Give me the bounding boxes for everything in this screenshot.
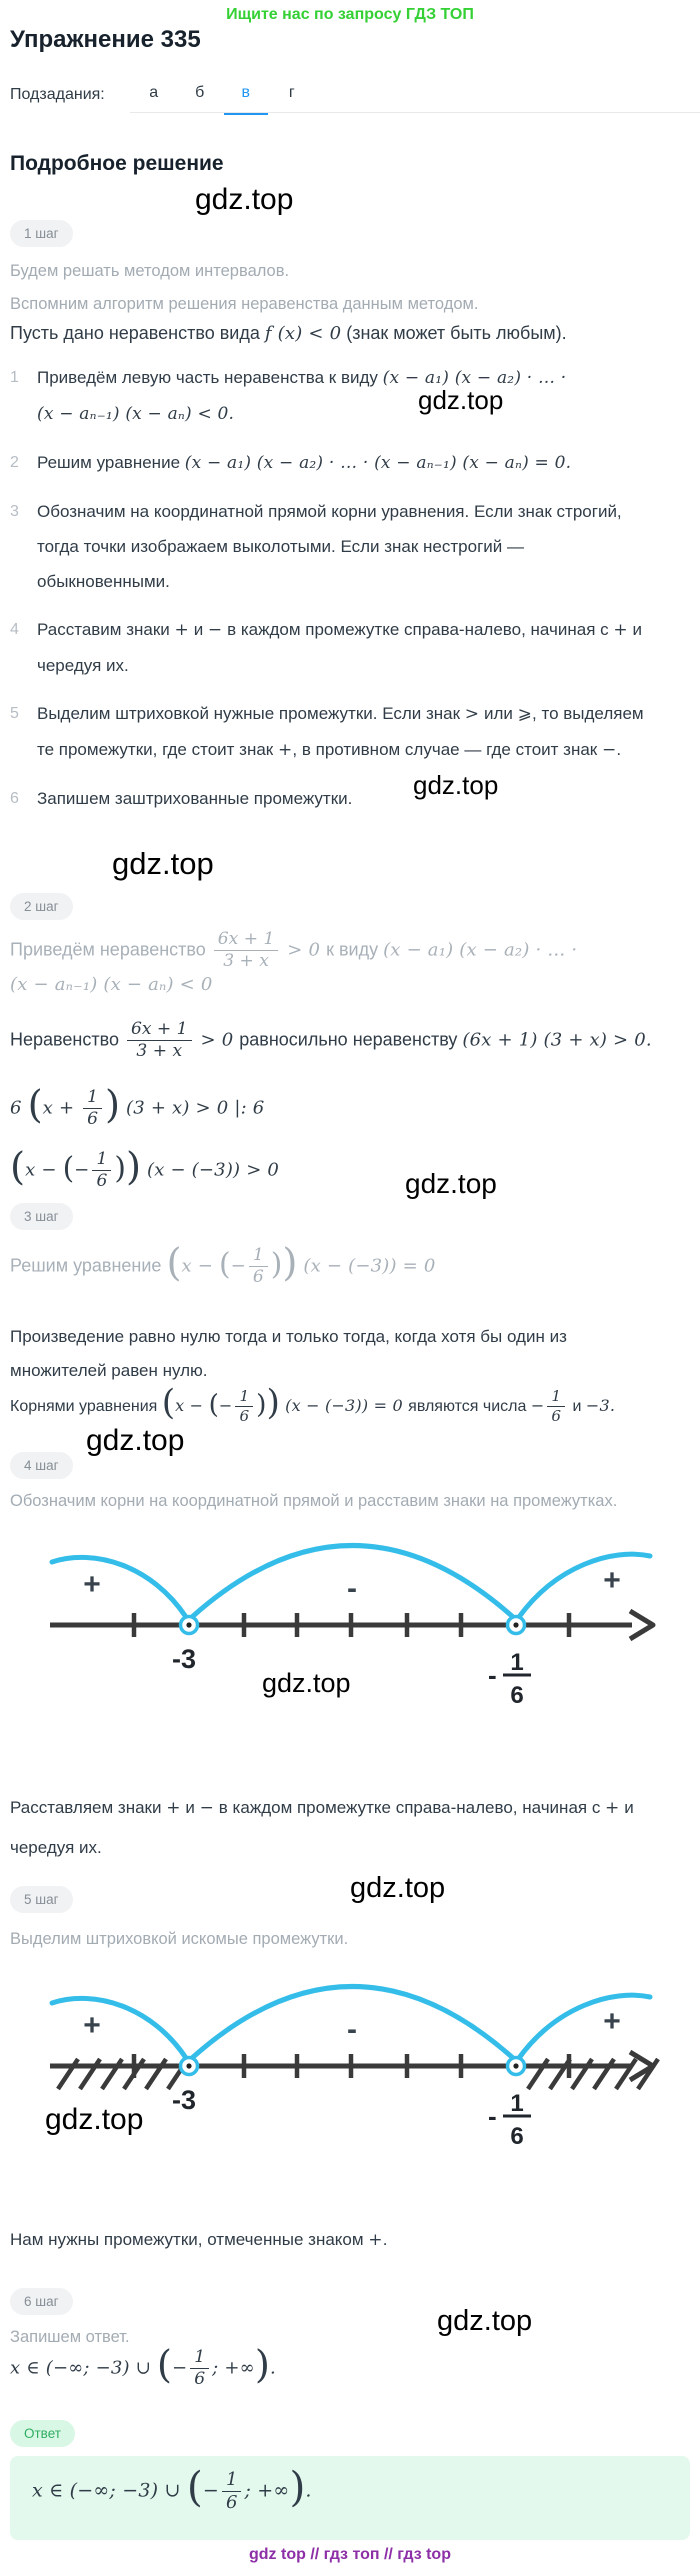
sign-label: + — [83, 1568, 101, 1601]
step5-needed-intervals-text: Нам нужны промежутки, отмеченные знаком … — [10, 2230, 388, 2250]
list-item: 2 Решим уравнение (x − a₁) (x − a₂) · … ·… — [10, 453, 572, 473]
step-badge-3: 3 шаг — [10, 1203, 73, 1230]
root-label-minus3: -3 — [172, 1644, 196, 1674]
sign-label: + — [603, 1564, 621, 1597]
step6-answer-math: x ∈ (−∞; −3) ∪ (− 1 6; +∞). — [10, 2342, 276, 2390]
interval-arc — [189, 1984, 516, 2061]
promo-link[interactable]: Ищите нас по запросу ГДЗ ТОП — [226, 6, 474, 23]
step3-product-zero-text: Произведение равно нулю тогда и только т… — [10, 1327, 567, 1380]
list-item: 6 Запишем заштрихованные промежутки. — [10, 789, 353, 808]
step5-hatch-gray: Выделим штриховкой искомые промежутки. — [10, 1930, 349, 1948]
interval-arc — [189, 1543, 516, 1620]
root-label-denominator: 6 — [510, 1682, 523, 1709]
watermark-gdz-top: gdz.top — [350, 1872, 446, 1904]
tab-b[interactable]: б — [195, 84, 205, 101]
solution-heading: Подробное решение — [10, 152, 224, 175]
watermark-gdz-top: gdz.top — [437, 2305, 533, 2337]
watermark-gdz-top: gdz.top — [45, 2103, 144, 2136]
step2-divide-by-6-line: 6 (x + 1 6) (3 + x) > 0 |: 6 — [10, 1082, 265, 1130]
tabs-divider — [130, 112, 700, 113]
sign-label: - — [347, 1572, 357, 1605]
step2-factored-line: (x − (− 1 6)) (x − (−3)) > 0 — [10, 1144, 280, 1192]
sign-label: - — [347, 2013, 357, 2046]
axis-arrow — [628, 2049, 656, 2083]
step1-intro-inequality: Пусть дано неравенство вида f (x) < 0 (з… — [10, 323, 567, 344]
step3-solve-equation-gray: Решим уравнение (x − (− 1 6)) (x − (−3)) =… — [10, 1240, 436, 1288]
interval-arc — [516, 1551, 653, 1620]
watermark-gdz-top: gdz.top — [413, 770, 499, 800]
root-point-dot — [513, 2063, 519, 2069]
step4-place-signs-text: Расставляем знаки + и − в каждом промежу… — [10, 1798, 634, 1857]
list-item: 3 Обозначим на координатной прямой корни … — [10, 502, 622, 591]
root-point-dot — [186, 1622, 192, 1628]
watermark-gdz-top: gdz.top — [112, 846, 214, 881]
footer-branding: gdz top // гдз топ // гдз top — [249, 2546, 451, 2563]
root-label-denominator: 6 — [510, 2123, 523, 2150]
tab-a[interactable]: а — [149, 84, 159, 101]
step6-write-answer-gray: Запишем ответ. — [10, 2328, 130, 2346]
root-point-dot — [186, 2063, 192, 2069]
watermark-gdz-top: gdz.top — [262, 1668, 351, 1698]
subtasks-label: Подзадания: — [10, 86, 105, 103]
page-title: Упражнение 335 — [10, 26, 201, 53]
step4-mark-roots-gray: Обозначим корни на координатной прямой и… — [10, 1492, 618, 1510]
root-label-numerator: 1 — [510, 1649, 523, 1676]
interval-arc — [49, 1995, 189, 2061]
axis-arrow — [628, 1608, 656, 1642]
answer-box: x ∈ (−∞; −3) ∪ (− 1 6; +∞). — [10, 2456, 690, 2540]
step-badge-4: 4 шаг — [10, 1452, 73, 1479]
hatch-mark — [614, 2057, 638, 2091]
list-item: 5 Выделим штриховкой нужные промежутки. Е… — [10, 704, 644, 760]
hatch-mark — [636, 2057, 660, 2091]
root-label-minus3: -3 — [172, 2085, 196, 2115]
step-badge-1: 1 шаг — [10, 220, 73, 247]
step-badge-2: 2 шаг — [10, 893, 73, 920]
interval-diagram-hatched: + - +-3- 16 — [49, 1984, 660, 2150]
sign-label: + — [83, 2009, 101, 2042]
list-item: 1 Приведём левую часть неравенства к виду… — [10, 368, 567, 424]
list-item: 4 Расставим знаки + и − в каждом промежут… — [10, 620, 643, 675]
interval-arc — [516, 1992, 653, 2061]
root-label-minus-sign: - — [488, 1660, 497, 1690]
answer-box-math: x ∈ (−∞; −3) ∪ (− 1 6; +∞). — [32, 2462, 312, 2514]
step-badge-5: 5 шаг — [10, 1886, 73, 1913]
root-point-dot — [513, 1622, 519, 1628]
root-label-numerator: 1 — [510, 2090, 523, 2117]
tab-v-active[interactable]: в — [223, 84, 269, 106]
algorithm-list: 1 Приведём левую часть неравенства к виду… — [10, 360, 660, 829]
step1-text-method: Будем решать методом интервалов. — [10, 262, 290, 280]
interval-diagram-signs: + - +-3- 16 — [49, 1543, 656, 1709]
tab-g[interactable]: г — [288, 84, 295, 101]
watermark-gdz-top: gdz.top — [195, 183, 294, 216]
step1-text-recall: Вспомним алгоритм решения неравенства да… — [10, 295, 479, 313]
interval-arc — [49, 1554, 189, 1620]
step-badge-6: 6 шаг — [10, 2288, 73, 2315]
subtasks-tabs: Подзадания: а б в г — [10, 84, 315, 106]
watermark-gdz-top: gdz.top — [418, 385, 504, 415]
root-label-minus-sign: - — [488, 2101, 497, 2131]
answer-badge: Ответ — [10, 2420, 75, 2447]
watermark-gdz-top: gdz.top — [86, 1424, 185, 1457]
step3-roots-line: Корнями уравнения (x − (− 1 6)) (x − (−3))… — [10, 1383, 616, 1426]
sign-label: + — [603, 2005, 621, 2038]
watermark-gdz-top: gdz.top — [405, 1168, 497, 1199]
